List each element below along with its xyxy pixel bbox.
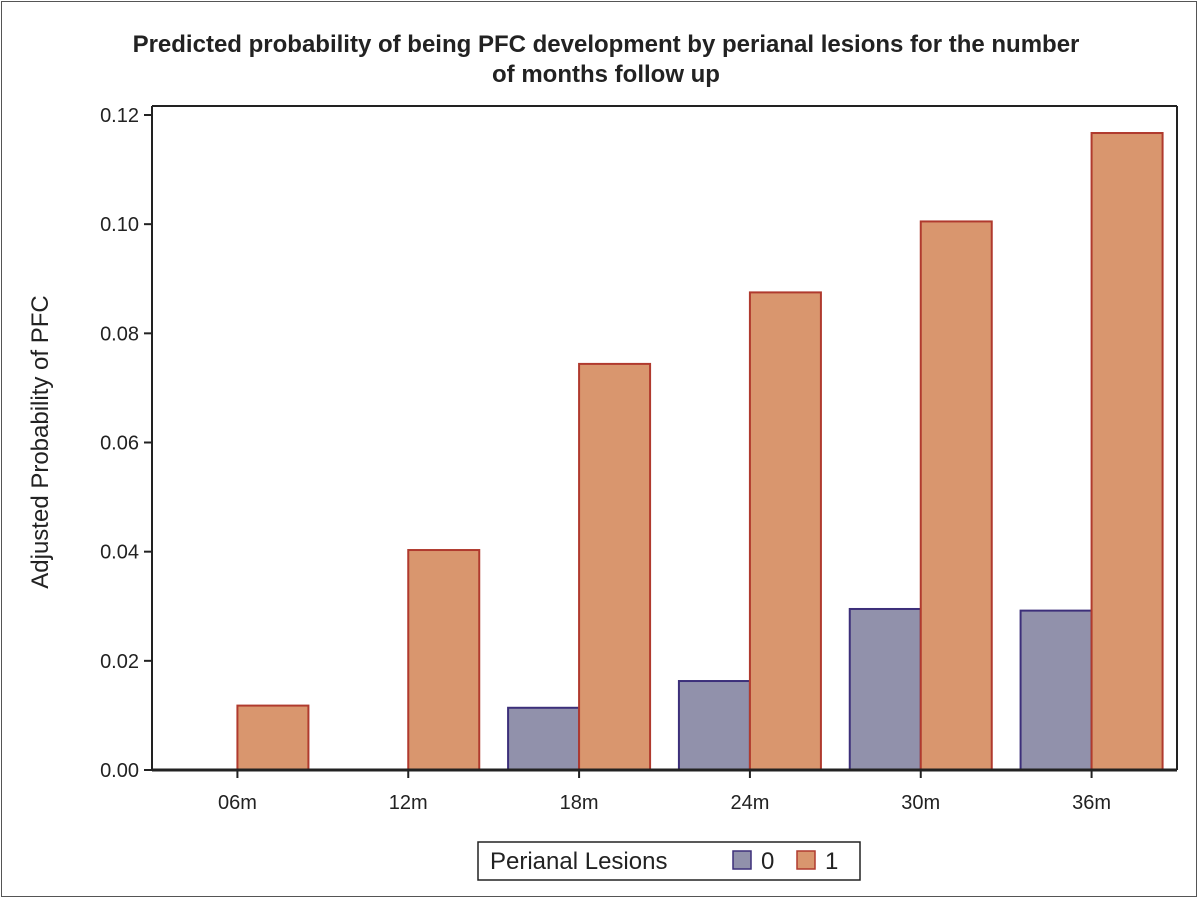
legend-label-series-0: 0 [761, 848, 774, 875]
legend-title: Perianal Lesions [490, 848, 667, 875]
chart-title-line-2: of months follow up [492, 61, 720, 88]
legend-swatch-series-1 [796, 850, 816, 870]
y-tick-label: 0.12 [100, 105, 139, 127]
y-tick-label: 0.04 [100, 542, 139, 564]
bar-series-1-30m [919, 220, 993, 771]
chart-title-line-1: Predicted probability of being PFC devel… [133, 31, 1080, 58]
bar-series-0-24m [677, 680, 751, 772]
x-tick-label: 18m [560, 792, 599, 814]
y-tick-label: 0.02 [100, 651, 139, 673]
bar-series-0-36m [1019, 609, 1093, 771]
x-tick-label: 12m [389, 792, 428, 814]
y-tick-label: 0.00 [100, 760, 139, 782]
legend-label-series-1: 1 [825, 848, 838, 875]
y-tick-label: 0.06 [100, 433, 139, 455]
bar-series-0-30m [848, 607, 922, 772]
plot-area: 0.00 0.02 0.04 0.06 0.08 0.10 0.12 06m 12m 18m 24m… [100, 105, 1178, 814]
bar-series-0-18m [507, 706, 581, 772]
x-tick-label: 24m [730, 792, 769, 814]
y-tick-label: 0.10 [100, 214, 139, 236]
bar-series-1-18m [578, 362, 652, 771]
legend-swatch-series-0 [732, 850, 752, 870]
x-tick-label: 30m [901, 792, 940, 814]
x-tick-label: 36m [1072, 792, 1111, 814]
y-axis-label: Adjusted Probability of PFC [27, 295, 54, 588]
bar-series-1-24m [748, 291, 822, 771]
bar-series-1-12m [407, 549, 481, 772]
y-tick-label: 0.08 [100, 323, 139, 345]
legend: Perianal Lesions 0 1 [477, 841, 861, 881]
bar-series-1-06m [236, 704, 310, 772]
bar-series-1-36m [1090, 132, 1164, 771]
x-tick-label: 06m [218, 792, 257, 814]
